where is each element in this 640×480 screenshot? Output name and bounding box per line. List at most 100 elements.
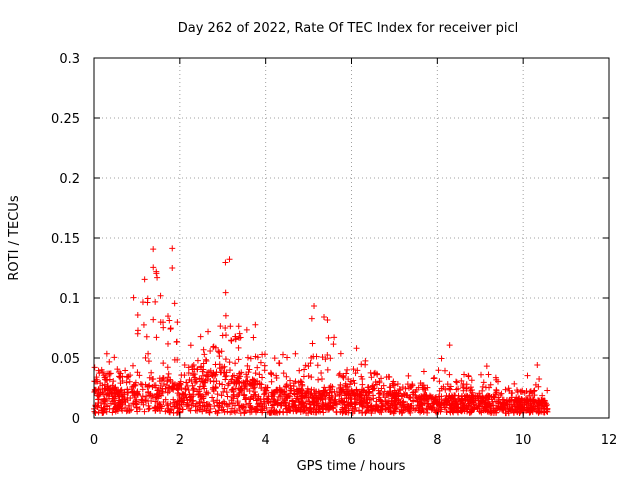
- data-point: [318, 376, 325, 383]
- data-point: [164, 364, 171, 371]
- data-point: [363, 392, 370, 399]
- data-point: [277, 392, 284, 399]
- data-point: [231, 380, 238, 387]
- data-point: [226, 367, 233, 374]
- data-point: [420, 368, 427, 375]
- data-point: [193, 400, 200, 407]
- data-point: [243, 401, 250, 408]
- data-point: [534, 405, 541, 412]
- data-point: [144, 299, 151, 306]
- data-point: [358, 373, 365, 380]
- data-point: [391, 405, 398, 412]
- data-point: [141, 276, 148, 283]
- data-point: [350, 366, 357, 373]
- data-point: [210, 370, 217, 377]
- data-point: [300, 404, 307, 411]
- data-point: [349, 405, 356, 412]
- data-point: [118, 386, 125, 393]
- data-point: [490, 402, 497, 409]
- data-point: [194, 357, 201, 364]
- data-point: [214, 391, 221, 398]
- data-point: [295, 379, 302, 386]
- data-point: [492, 374, 499, 381]
- data-point: [336, 392, 343, 399]
- data-point: [309, 398, 316, 405]
- data-point: [327, 355, 334, 362]
- y-axis-label: ROTI / TECUs: [7, 195, 22, 280]
- data-point: [210, 387, 217, 394]
- data-point: [331, 334, 338, 341]
- data-point: [392, 405, 399, 412]
- data-point: [203, 407, 210, 414]
- data-point: [535, 408, 542, 415]
- data-point: [216, 353, 223, 360]
- data-point: [258, 385, 265, 392]
- data-point: [171, 356, 178, 363]
- x-tick-label: 10: [515, 433, 532, 448]
- data-point: [257, 396, 264, 403]
- data-point: [107, 385, 114, 392]
- data-point: [392, 398, 399, 405]
- data-point: [202, 377, 209, 384]
- data-point: [507, 406, 514, 413]
- data-point: [442, 397, 449, 404]
- data-point: [236, 370, 243, 377]
- y-tick-label: 0.3: [59, 52, 80, 67]
- data-point: [510, 399, 517, 406]
- data-point: [467, 387, 474, 394]
- data-point: [185, 369, 192, 376]
- data-point: [432, 408, 439, 415]
- data-point: [154, 387, 161, 394]
- data-point: [400, 399, 407, 406]
- data-point: [111, 390, 118, 397]
- data-point: [469, 405, 476, 412]
- data-point: [219, 364, 226, 371]
- data-point: [484, 408, 491, 415]
- data-point: [210, 384, 217, 391]
- y-tick-label: 0.1: [59, 292, 80, 307]
- data-point: [516, 410, 523, 417]
- data-point: [316, 403, 323, 410]
- data-point: [200, 360, 207, 367]
- data-point: [291, 403, 298, 410]
- data-point: [126, 407, 133, 414]
- data-point: [209, 394, 216, 401]
- data-point: [271, 355, 278, 362]
- data-point: [316, 389, 323, 396]
- data-point: [451, 392, 458, 399]
- data-point: [342, 382, 349, 389]
- data-point: [152, 382, 159, 389]
- data-point: [292, 378, 299, 385]
- data-point: [223, 369, 230, 376]
- data-point: [436, 378, 443, 385]
- data-point: [502, 386, 509, 393]
- data-point: [409, 381, 416, 388]
- data-point: [200, 346, 207, 353]
- y-tick-label: 0.2: [59, 172, 80, 187]
- data-point: [148, 369, 155, 376]
- data-point: [391, 381, 398, 388]
- data-point: [104, 383, 111, 390]
- data-point: [378, 375, 385, 382]
- data-point: [350, 377, 357, 384]
- data-point: [109, 386, 116, 393]
- data-point: [258, 406, 265, 413]
- data-point: [480, 407, 487, 414]
- data-point: [369, 383, 376, 390]
- data-point: [245, 369, 252, 376]
- data-point: [101, 381, 108, 388]
- data-point: [277, 402, 284, 409]
- data-point: [390, 378, 397, 385]
- data-point: [356, 390, 363, 397]
- data-point: [259, 374, 266, 381]
- data-point: [349, 388, 356, 395]
- data-point: [183, 379, 190, 386]
- data-point: [142, 381, 149, 388]
- data-point: [246, 366, 253, 373]
- data-point: [256, 371, 263, 378]
- data-point: [278, 400, 285, 407]
- data-point: [364, 404, 371, 411]
- data-point: [96, 370, 103, 377]
- data-point: [426, 392, 433, 399]
- data-point: [482, 401, 489, 408]
